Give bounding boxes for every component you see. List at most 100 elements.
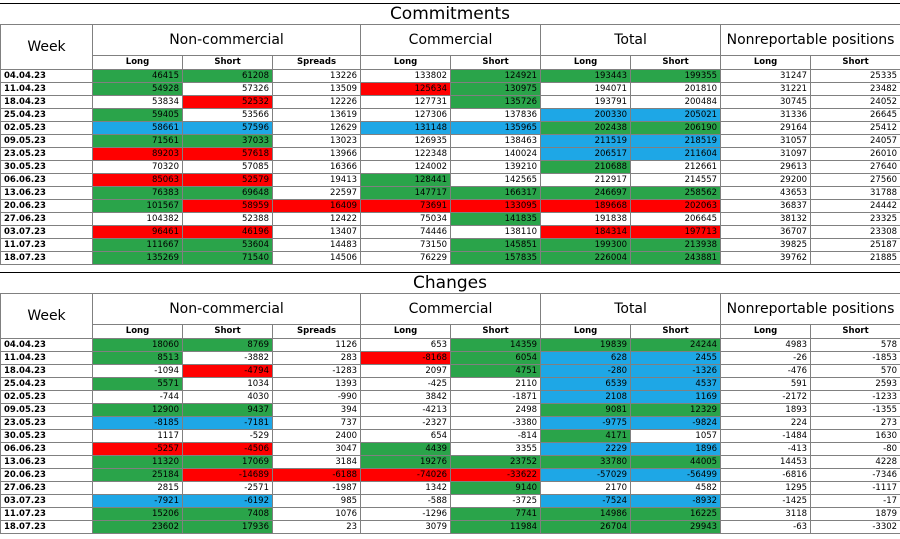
week-cell: 02.05.23 [0, 390, 93, 404]
value-cell: 70320 [92, 160, 183, 174]
value-cell: 2097 [360, 364, 452, 378]
value-cell: 57085 [182, 160, 273, 174]
value-cell: 2229 [540, 442, 632, 456]
value-cell: -63 [720, 520, 812, 534]
value-cell: -1355 [810, 403, 900, 417]
table-row: 06.06.23 -5257 -4506 3047 4439 3355 2229 1896 -4… [0, 442, 900, 456]
value-cell: 135269 [92, 251, 183, 265]
value-cell: 8513 [92, 351, 183, 365]
value-cell: 12629 [271, 121, 362, 135]
week-cell: 30.05.23 [0, 160, 93, 174]
value-cell: 3184 [271, 455, 362, 469]
value-cell: 14453 [720, 455, 812, 469]
value-cell: 38132 [720, 212, 812, 226]
value-cell: 2498 [450, 403, 542, 417]
week-cell: 20.06.23 [0, 199, 93, 213]
value-cell: 46415 [92, 69, 183, 83]
value-cell: 2110 [450, 377, 542, 391]
table-row: 02.05.23 58661 57596 12629 131148 135965 20243… [0, 121, 900, 135]
week-cell: 11.04.23 [0, 351, 93, 365]
value-cell: 30745 [720, 95, 812, 109]
value-cell: 23308 [810, 225, 900, 239]
table-row: 11.04.23 8513 -3882 283 -8168 6054 628 2455 -26-… [0, 351, 900, 365]
value-cell: 23752 [450, 455, 542, 469]
value-cell: -3725 [450, 494, 542, 508]
value-cell: 11984 [450, 520, 542, 534]
value-cell: 206645 [630, 212, 722, 226]
value-cell: 157835 [450, 251, 542, 265]
column-header: Short [182, 55, 273, 70]
value-cell: -476 [720, 364, 812, 378]
value-cell: 985 [271, 494, 362, 508]
value-cell: 258562 [630, 186, 722, 200]
value-cell: 52532 [182, 95, 273, 109]
table-row: 02.05.23 -744 4030 -990 3842 -1871 2108 1169 -21… [0, 390, 900, 404]
section-title-changes: Changes [0, 272, 900, 294]
value-cell: 213938 [630, 238, 722, 252]
value-cell: 3079 [360, 520, 452, 534]
value-cell: 1117 [92, 429, 183, 443]
week-cell: 18.04.23 [0, 95, 93, 109]
group-header: Total [540, 24, 722, 56]
value-cell: 29164 [720, 121, 812, 135]
value-cell: 13966 [271, 147, 362, 161]
value-cell: -6188 [271, 468, 362, 482]
value-cell: 74446 [360, 225, 452, 239]
value-cell: 135965 [450, 121, 542, 135]
value-cell: 39762 [720, 251, 812, 265]
value-cell: -1094 [92, 364, 183, 378]
value-cell: -57029 [540, 468, 632, 482]
value-cell: 17936 [182, 520, 273, 534]
value-cell: 166317 [450, 186, 542, 200]
value-cell: -6816 [720, 468, 812, 482]
value-cell: 19839 [540, 338, 632, 352]
value-cell: 52579 [182, 173, 273, 187]
value-cell: 16225 [630, 507, 722, 521]
value-cell: -990 [271, 390, 362, 404]
value-cell: 54928 [92, 82, 183, 96]
value-cell: 3118 [720, 507, 812, 521]
value-cell: 13023 [271, 134, 362, 148]
value-cell: 184314 [540, 225, 632, 239]
value-cell: 1076 [271, 507, 362, 521]
value-cell: 224 [720, 416, 812, 430]
value-cell: -2571 [182, 481, 273, 495]
table-row: 20.06.23 25184 -14689 -6188 -74026 -33622 -570… [0, 468, 900, 482]
value-cell: -3882 [182, 351, 273, 365]
value-cell: 226004 [540, 251, 632, 265]
value-cell: -80 [810, 442, 900, 456]
value-cell: 570 [810, 364, 900, 378]
value-cell: 147717 [360, 186, 452, 200]
value-cell: 193791 [540, 95, 632, 109]
value-cell: 57596 [182, 121, 273, 135]
value-cell: 25187 [810, 238, 900, 252]
value-cell: -5257 [92, 442, 183, 456]
week-cell: 18.07.23 [0, 520, 93, 534]
value-cell: -529 [182, 429, 273, 443]
week-cell: 11.07.23 [0, 507, 93, 521]
value-cell: 4439 [360, 442, 452, 456]
value-cell: 218519 [630, 134, 722, 148]
value-cell: 71540 [182, 251, 273, 265]
group-header: Commercial [360, 293, 542, 325]
week-cell: 09.05.23 [0, 403, 93, 417]
value-cell: 124921 [450, 69, 542, 83]
value-cell: 29200 [720, 173, 812, 187]
value-cell: 11320 [92, 455, 183, 469]
week-cell: 13.06.23 [0, 186, 93, 200]
value-cell: 39825 [720, 238, 812, 252]
table-row: 30.05.23 1117 -529 2400 654 -814 4171 1057 -1484… [0, 429, 900, 443]
value-cell: 4751 [450, 364, 542, 378]
value-cell: -74026 [360, 468, 452, 482]
table-row: 20.06.23 101567 58959 16409 73691 133095 18966… [0, 199, 900, 213]
week-cell: 03.07.23 [0, 225, 93, 239]
value-cell: 4582 [630, 481, 722, 495]
value-cell: 246697 [540, 186, 632, 200]
value-cell: 273 [810, 416, 900, 430]
week-cell: 11.04.23 [0, 82, 93, 96]
value-cell: 197713 [630, 225, 722, 239]
section-title-commitments: Commitments [0, 3, 900, 25]
value-cell: -1233 [810, 390, 900, 404]
value-cell: 1126 [271, 338, 362, 352]
value-cell: 53566 [182, 108, 273, 122]
